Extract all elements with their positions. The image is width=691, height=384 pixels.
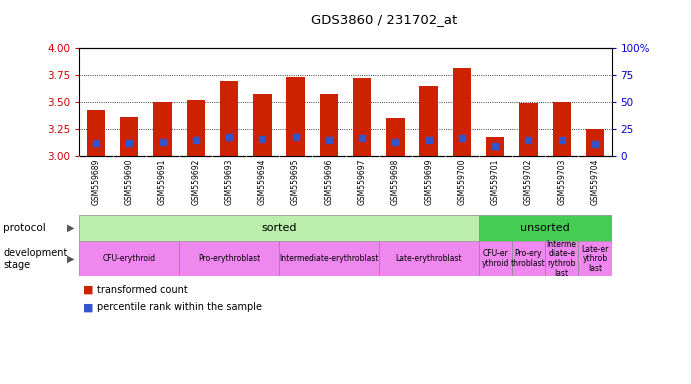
Bar (578, 241, 612, 276)
Text: GSM559703: GSM559703 (557, 159, 566, 205)
Text: GSM559693: GSM559693 (225, 159, 234, 205)
Bar (320, 94, 338, 156)
Text: GSM559694: GSM559694 (258, 159, 267, 205)
Bar (153, 102, 172, 156)
Text: Intermediate-erythroblast: Intermediate-erythroblast (279, 254, 379, 263)
Text: ▶: ▶ (67, 254, 75, 264)
Text: GSM559698: GSM559698 (391, 159, 400, 205)
Text: Pro-erythroblast: Pro-erythroblast (198, 254, 261, 263)
Bar (512, 241, 545, 276)
Text: ■: ■ (83, 302, 93, 312)
Text: GSM559692: GSM559692 (191, 159, 200, 205)
Bar (419, 86, 438, 156)
Bar (187, 99, 205, 156)
Bar (486, 137, 504, 156)
Text: CFU-er
ythroid: CFU-er ythroid (482, 250, 509, 268)
Text: GSM559702: GSM559702 (524, 159, 533, 205)
Text: percentile rank within the sample: percentile rank within the sample (97, 302, 262, 312)
Bar (120, 117, 138, 156)
Text: Pro-ery
throblast: Pro-ery throblast (511, 250, 546, 268)
Bar (87, 110, 105, 156)
Bar (279, 241, 379, 276)
Text: GSM559701: GSM559701 (491, 159, 500, 205)
Bar (586, 129, 604, 156)
Text: GSM559700: GSM559700 (457, 159, 466, 205)
Bar (379, 241, 478, 276)
Text: CFU-erythroid: CFU-erythroid (103, 254, 156, 263)
Text: ■: ■ (83, 285, 93, 295)
Bar (478, 241, 512, 276)
Text: protocol: protocol (3, 223, 46, 233)
Text: GSM559704: GSM559704 (590, 159, 599, 205)
Text: GSM559690: GSM559690 (125, 159, 134, 205)
Text: Late-erythroblast: Late-erythroblast (395, 254, 462, 263)
Bar (478, 215, 612, 241)
Text: GDS3860 / 231702_at: GDS3860 / 231702_at (311, 13, 457, 26)
Bar (79, 241, 179, 276)
Text: sorted: sorted (261, 223, 296, 233)
Text: GSM559697: GSM559697 (358, 159, 367, 205)
Bar (253, 94, 272, 156)
Text: unsorted: unsorted (520, 223, 570, 233)
Text: Late-er
ythrob
last: Late-er ythrob last (581, 245, 609, 273)
Bar (79, 215, 478, 241)
Bar (545, 241, 578, 276)
Bar (353, 78, 371, 156)
Text: GSM559695: GSM559695 (291, 159, 300, 205)
Text: transformed count: transformed count (97, 285, 187, 295)
Text: GSM559699: GSM559699 (424, 159, 433, 205)
Bar (519, 103, 538, 156)
Bar (553, 102, 571, 156)
Bar (453, 68, 471, 156)
Text: ▶: ▶ (67, 223, 75, 233)
Text: Interme
diate-e
rythrob
last: Interme diate-e rythrob last (547, 240, 577, 278)
Bar (287, 77, 305, 156)
Text: development
stage: development stage (3, 248, 68, 270)
Bar (220, 81, 238, 156)
Bar (386, 118, 404, 156)
Text: GSM559696: GSM559696 (324, 159, 333, 205)
Bar (179, 241, 279, 276)
Text: GSM559689: GSM559689 (92, 159, 101, 205)
Text: GSM559691: GSM559691 (158, 159, 167, 205)
